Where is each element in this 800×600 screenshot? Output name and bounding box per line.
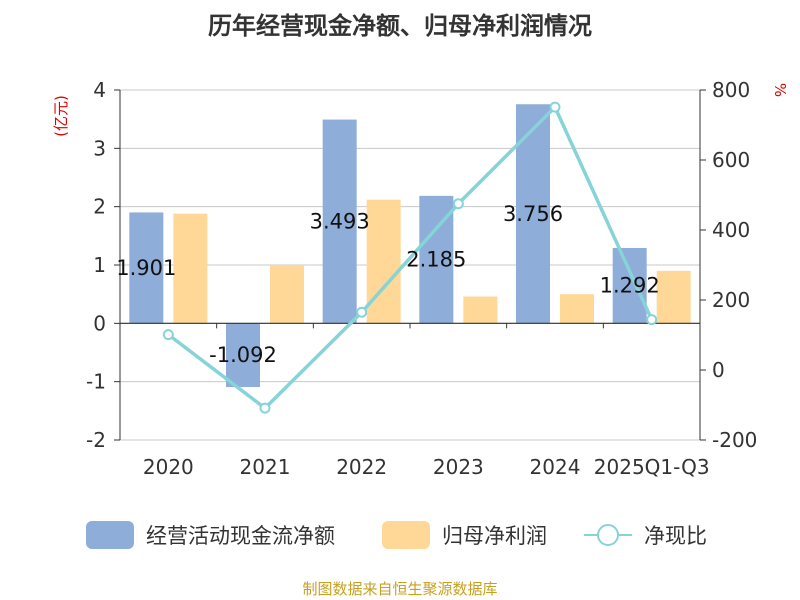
left-tick-label: 1: [93, 253, 106, 277]
ratio-point: [452, 198, 464, 210]
left-tick-label: -2: [86, 428, 106, 452]
chart-title: 历年经营现金净额、归母净利润情况: [208, 12, 592, 40]
left-tick-label: -1: [86, 370, 106, 394]
net-profit-bar: [656, 270, 691, 324]
right-tick-label: 800: [712, 78, 750, 102]
cash-flow-bar: [612, 247, 647, 324]
x-tick-label: 2025Q1-Q3: [594, 455, 710, 479]
net-profit-bar: [270, 265, 304, 324]
axes: [114, 89, 706, 441]
cash-flow-data-label: 1.901: [116, 256, 176, 280]
right-axis-unit: %: [771, 83, 789, 97]
ratio-point: [259, 402, 271, 414]
ratio-point: [646, 314, 658, 326]
right-tick-label: 0: [712, 358, 725, 382]
net-profit-bar: [463, 296, 498, 324]
ratio-point: [356, 306, 368, 318]
cash-flow-data-label: 3.756: [503, 202, 563, 226]
ratio-line: [162, 101, 658, 414]
right-tick-label: 600: [712, 148, 750, 172]
legend-swatch-marker: [597, 524, 619, 546]
legend-label: 净现比: [644, 524, 707, 548]
left-axis-unit: (亿元): [52, 95, 70, 137]
tick-labels: 4 3 2 1 0 -1 -2 800 600 400 200 0 -200 2020 2021 2022 20…: [86, 78, 757, 479]
right-tick-label: -200: [712, 428, 757, 452]
left-tick-label: 4: [93, 78, 106, 102]
left-tick-label: 3: [93, 136, 106, 160]
legend-label: 归母净利润: [442, 524, 547, 548]
right-tick-label: 400: [712, 218, 750, 242]
cash-flow-bar: [322, 119, 357, 324]
data-labels: 1.901 -1.092 3.493 2.185 3.756 1.292: [116, 202, 659, 367]
net-profit-bar: [560, 294, 594, 324]
left-tick-label: 0: [93, 311, 106, 335]
x-tick-label: 2020: [143, 455, 194, 479]
legend: 经营活动现金流净额 归母净利润 净现比: [86, 521, 707, 549]
left-tick-label: 2: [93, 195, 106, 219]
legend-swatch: [382, 521, 430, 549]
net-profit-bar: [366, 199, 401, 324]
x-tick-label: 2021: [240, 455, 291, 479]
legend-swatch: [86, 521, 134, 549]
x-tick-label: 2022: [336, 455, 387, 479]
cash-flow-data-label: -1.092: [209, 343, 277, 367]
net-profit-bar: [173, 213, 208, 324]
legend-label: 经营活动现金流净额: [146, 524, 335, 548]
ratio-line-path: [167, 104, 654, 411]
cash-flow-data-label: 1.292: [600, 274, 660, 298]
cash-flow-data-label: 2.185: [406, 248, 466, 272]
x-tick-label: 2023: [433, 455, 484, 479]
ratio-point: [162, 329, 174, 341]
ratio-point: [549, 101, 561, 113]
cash-flow-data-label: 3.493: [310, 209, 370, 233]
source-note: 制图数据来自恒生聚源数据库: [302, 580, 497, 598]
bars: [129, 104, 691, 388]
x-tick-label: 2024: [530, 455, 581, 479]
cash-flow-bar: [129, 212, 164, 324]
right-tick-label: 200: [712, 288, 750, 312]
cash-flow-bar: [226, 323, 260, 388]
